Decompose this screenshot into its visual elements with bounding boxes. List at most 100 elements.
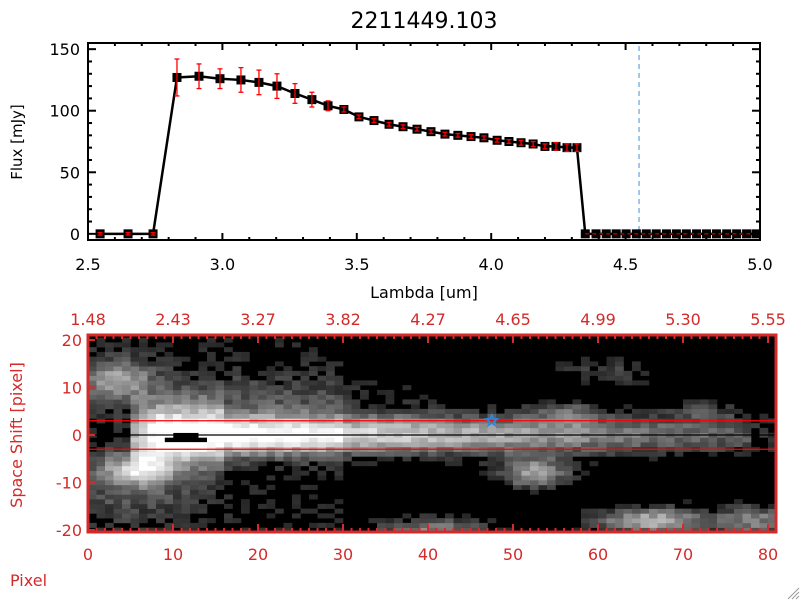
data-point	[692, 229, 702, 239]
heatmap-cell	[266, 399, 276, 405]
heatmap-cell	[632, 451, 641, 457]
heatmap-cell	[547, 404, 556, 410]
heatmap-cell	[394, 427, 403, 433]
heatmap-cell	[521, 470, 531, 476]
heatmap-cell	[122, 451, 131, 457]
heatmap-cell	[377, 456, 386, 462]
heatmap-cell	[623, 518, 633, 524]
heatmap-cell	[156, 408, 165, 414]
heatmap-cell	[343, 385, 352, 391]
heatmap-cell	[717, 527, 726, 533]
heatmap-cell	[198, 375, 208, 381]
heatmap-cell	[623, 527, 633, 533]
heatmap-cell	[470, 442, 480, 448]
heatmap-cell	[173, 503, 182, 509]
heatmap-cell	[181, 385, 191, 391]
heatmap-cell	[581, 361, 590, 367]
heatmap-cell	[224, 380, 233, 386]
heatmap-cell	[657, 503, 667, 509]
heatmap-cell	[173, 389, 182, 395]
heatmap-cell	[640, 370, 650, 376]
heatmap-cell	[130, 404, 140, 410]
heatmap-cell	[479, 470, 488, 476]
heatmap-cell	[759, 522, 769, 528]
heatmap-cell	[385, 408, 395, 414]
heatmap-cell	[139, 394, 148, 400]
heatmap-cell	[453, 408, 463, 414]
heatmap-cell	[555, 361, 565, 367]
heatmap-cell	[479, 427, 488, 433]
heatmap-cell	[649, 522, 658, 528]
heatmap-cell	[657, 522, 667, 528]
heatmap-cell	[606, 451, 616, 457]
heatmap-cell	[334, 399, 344, 405]
heatmap-cell	[436, 423, 446, 429]
heatmap-cell	[436, 427, 446, 433]
heatmap-cell	[589, 404, 599, 410]
heatmap-cell	[266, 423, 276, 429]
heatmap-cell	[751, 518, 760, 524]
heatmap-cell	[309, 380, 318, 386]
heatmap-cell	[496, 423, 505, 429]
heatmap-cell	[632, 408, 641, 414]
heatmap-cell	[462, 513, 471, 519]
heatmap-cell	[266, 370, 276, 376]
heatmap-cell	[589, 518, 599, 524]
heatmap-cell	[266, 484, 276, 490]
heatmap-cell	[555, 366, 565, 372]
heatmap-cell	[589, 408, 599, 414]
heatmap-cell	[725, 427, 735, 433]
heatmap-cell	[147, 389, 157, 395]
heatmap-cell	[615, 375, 624, 381]
heatmap-cell	[683, 527, 692, 533]
heatmap-cell	[232, 461, 242, 467]
heatmap-cell	[113, 461, 123, 467]
heatmap-cell	[394, 408, 403, 414]
heatmap-cell	[623, 375, 633, 381]
heatmap-cell	[147, 508, 157, 514]
heatmap-cell	[283, 399, 293, 405]
heatmap-cell	[632, 380, 641, 386]
heatmap-cell	[368, 442, 378, 448]
heatmap-cell	[623, 503, 633, 509]
heatmap-cell	[385, 389, 395, 395]
heatmap-cell	[309, 465, 318, 471]
heatmap-cell	[173, 480, 182, 486]
heatmap-cell	[156, 342, 165, 348]
heatmap-cell	[266, 437, 276, 443]
heatmap-cell	[487, 475, 497, 481]
heatmap-cell	[700, 399, 709, 405]
plot-frame	[87, 42, 761, 241]
heatmap-cell	[657, 413, 667, 419]
heatmap-cell	[742, 508, 752, 514]
heatmap-cell	[360, 380, 369, 386]
heatmap-cell	[606, 413, 616, 419]
heatmap-cell	[326, 375, 335, 381]
heatmap-cell	[130, 366, 140, 372]
heatmap-cell	[411, 518, 420, 524]
heatmap-cell	[198, 404, 208, 410]
heatmap-cell	[317, 513, 327, 519]
heatmap-cell	[436, 456, 446, 462]
heatmap-cell	[326, 361, 335, 367]
heatmap-cell	[513, 408, 522, 414]
heatmap-cell	[343, 437, 352, 443]
heatmap-cell	[164, 375, 174, 381]
heatmap-cell	[130, 475, 140, 481]
heatmap-cell	[122, 475, 131, 481]
heatmap-cell	[640, 413, 650, 419]
resize-grip-icon[interactable]	[787, 587, 800, 600]
heatmap-cell	[385, 437, 395, 443]
heatmap-cell	[317, 442, 327, 448]
heatmap-cell	[198, 503, 208, 509]
heatmap-cell	[300, 399, 310, 405]
heatmap-cell	[266, 499, 276, 505]
heatmap-cell	[453, 437, 463, 443]
heatmap-cell	[700, 442, 709, 448]
heatmap-cell	[377, 527, 386, 533]
heatmap-cell	[198, 480, 208, 486]
heatmap-cell	[640, 437, 650, 443]
heatmap-cell	[130, 508, 140, 514]
heatmap-cell	[292, 499, 301, 505]
heatmap-cell	[122, 470, 131, 476]
